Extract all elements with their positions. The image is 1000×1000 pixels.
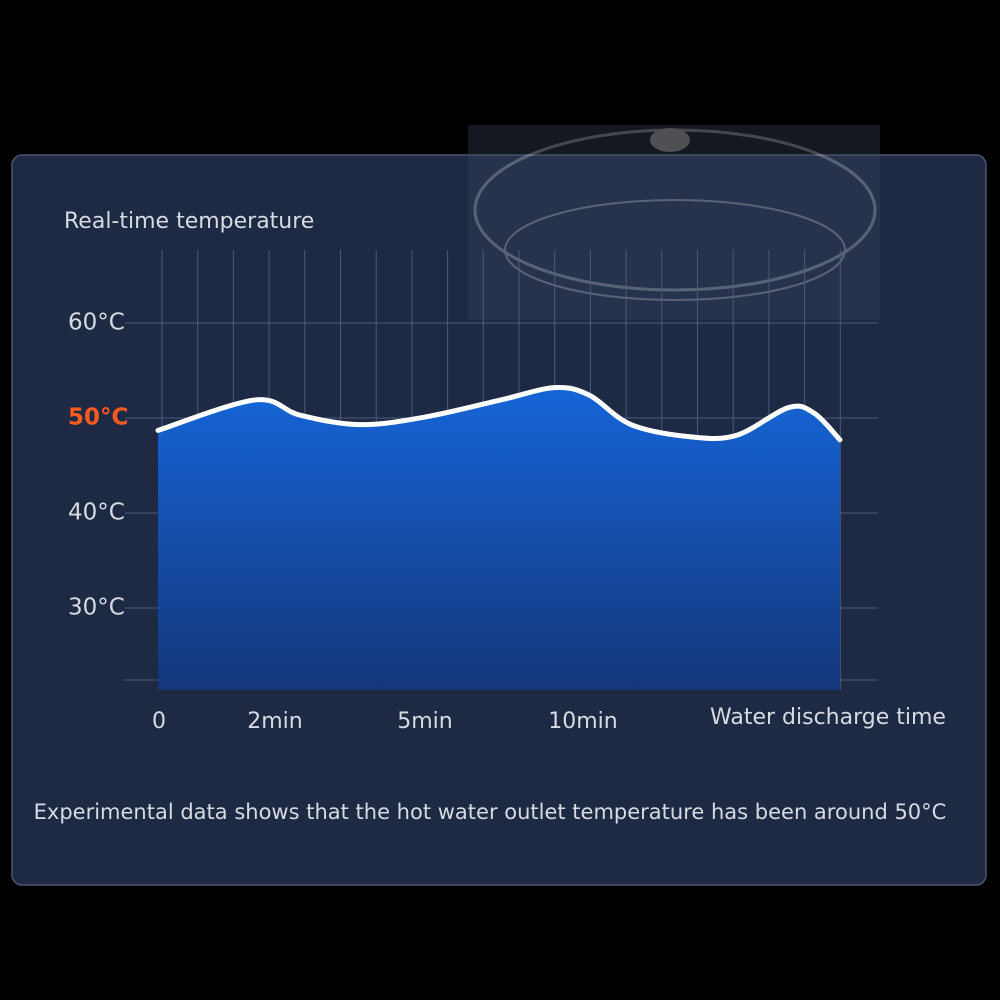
y-tick-label: 30°C xyxy=(68,595,125,621)
area xyxy=(158,387,840,690)
line xyxy=(155,384,843,443)
x-axis-label: Water discharge time xyxy=(710,705,946,730)
y-tick-label: 40°C xyxy=(68,500,125,526)
x-tick-label: 10min xyxy=(548,709,617,734)
y-tick-label: 60°C xyxy=(68,310,125,336)
footnote: Experimental data shows that the hot wat… xyxy=(34,800,947,824)
x-tick-label: 0 xyxy=(152,709,166,734)
y-tick-label: 50°C xyxy=(68,405,128,431)
faucet-image xyxy=(468,125,880,320)
x-tick-label: 2min xyxy=(247,709,302,734)
x-tick-label: 5min xyxy=(397,709,452,734)
chart-title: Real-time temperature xyxy=(64,209,314,234)
